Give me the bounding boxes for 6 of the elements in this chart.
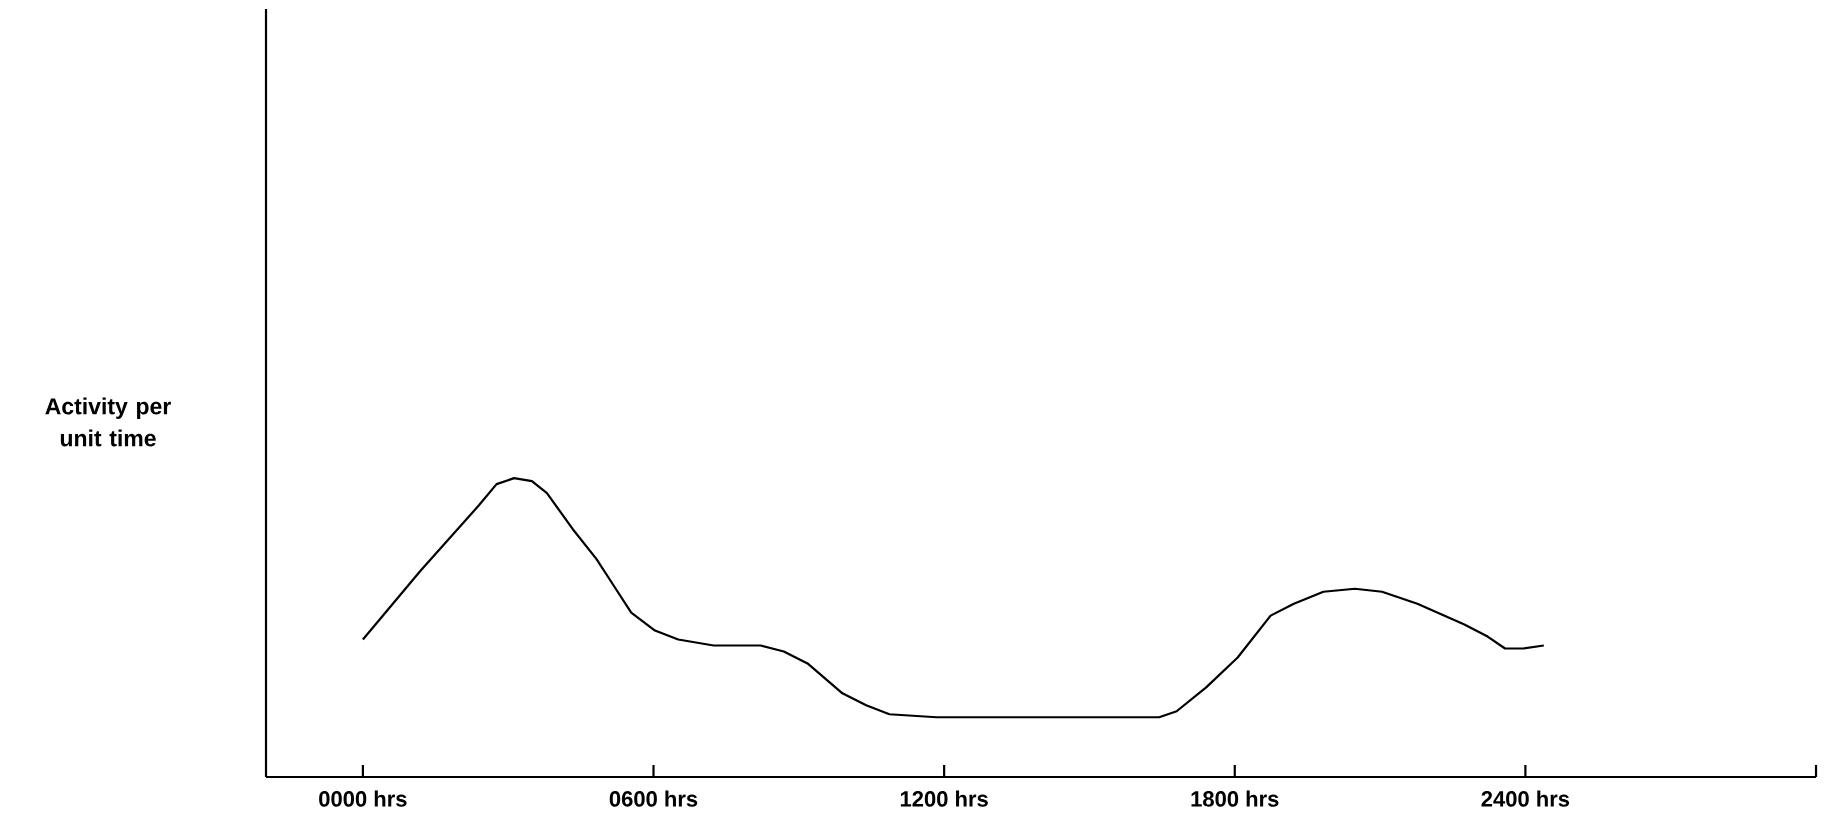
x-tick-label: 2400 hrs bbox=[1481, 790, 1570, 807]
y-axis-title: Activity per unit time bbox=[45, 397, 171, 447]
x-tick-label: 1800 hrs bbox=[1191, 790, 1279, 807]
x-tick-label: 0000 hrs bbox=[319, 790, 407, 807]
x-tick-label: 1200 hrs bbox=[900, 790, 988, 807]
x-tick-label: 0600 hrs bbox=[609, 790, 698, 807]
